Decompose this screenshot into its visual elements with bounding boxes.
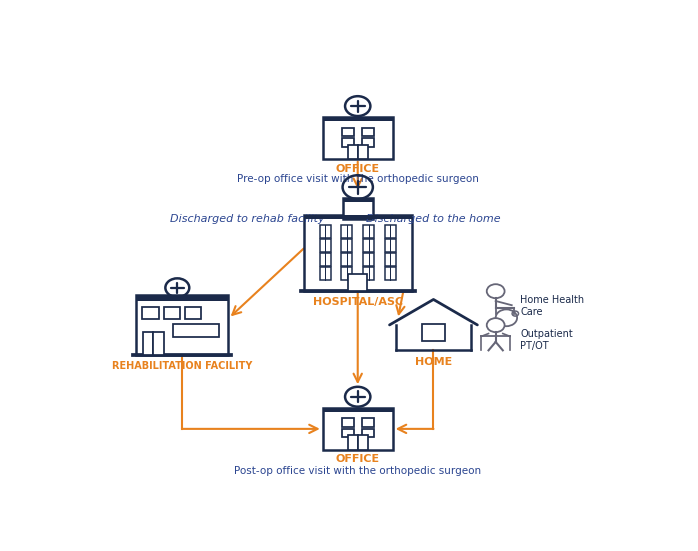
Text: REHABILITATION FACILITY: REHABILITATION FACILITY — [112, 361, 252, 371]
Bar — [320, 239, 331, 252]
Bar — [341, 267, 352, 280]
Bar — [341, 239, 352, 252]
Bar — [320, 253, 331, 266]
Bar — [341, 225, 352, 238]
Bar — [136, 295, 228, 301]
Text: Post-op office visit with the orthopedic surgeon: Post-op office visit with the orthopedic… — [234, 466, 482, 476]
Bar — [358, 144, 368, 159]
Bar — [343, 198, 373, 219]
Bar — [163, 307, 180, 319]
Bar — [304, 214, 412, 291]
Bar — [322, 117, 393, 159]
Bar — [341, 128, 353, 136]
Bar — [341, 138, 353, 147]
Bar — [154, 332, 163, 355]
Text: Discharged to the home: Discharged to the home — [366, 214, 500, 224]
Bar — [341, 429, 353, 437]
Text: HOSPITAL/ASC: HOSPITAL/ASC — [313, 298, 403, 307]
Bar — [363, 225, 374, 238]
Text: Outpatient
PT/OT: Outpatient PT/OT — [520, 329, 573, 350]
Bar — [136, 295, 228, 355]
Bar — [348, 274, 367, 291]
Bar — [362, 128, 374, 136]
Bar — [320, 225, 331, 238]
Bar — [385, 225, 396, 238]
Bar — [362, 418, 374, 426]
Bar — [142, 307, 159, 319]
Bar — [320, 267, 331, 280]
Bar — [348, 144, 358, 159]
Text: Home Health
Care: Home Health Care — [520, 295, 584, 317]
Text: OFFICE: OFFICE — [336, 455, 380, 464]
Text: Discharged to rehab facility: Discharged to rehab facility — [170, 214, 324, 224]
Bar — [185, 307, 201, 319]
Bar — [358, 435, 368, 450]
Bar — [385, 239, 396, 252]
Bar — [322, 408, 393, 450]
Bar — [363, 253, 374, 266]
Bar — [348, 435, 358, 450]
Bar — [362, 429, 374, 437]
Bar — [385, 267, 396, 280]
Bar — [322, 117, 393, 121]
Bar — [143, 332, 154, 355]
Bar — [322, 408, 393, 412]
Circle shape — [487, 284, 505, 298]
Bar — [341, 253, 352, 266]
Bar — [304, 215, 412, 219]
Bar — [172, 324, 218, 337]
Bar — [385, 253, 396, 266]
Bar — [363, 267, 374, 280]
Bar — [422, 323, 445, 342]
Bar — [362, 138, 374, 147]
Text: HOME: HOME — [415, 356, 452, 367]
Text: Pre-op office visit with the orthopedic surgeon: Pre-op office visit with the orthopedic … — [237, 174, 479, 184]
Circle shape — [487, 318, 505, 332]
Bar — [341, 418, 353, 426]
Bar — [363, 239, 374, 252]
Text: OFFICE: OFFICE — [336, 164, 380, 174]
Bar — [343, 198, 373, 202]
